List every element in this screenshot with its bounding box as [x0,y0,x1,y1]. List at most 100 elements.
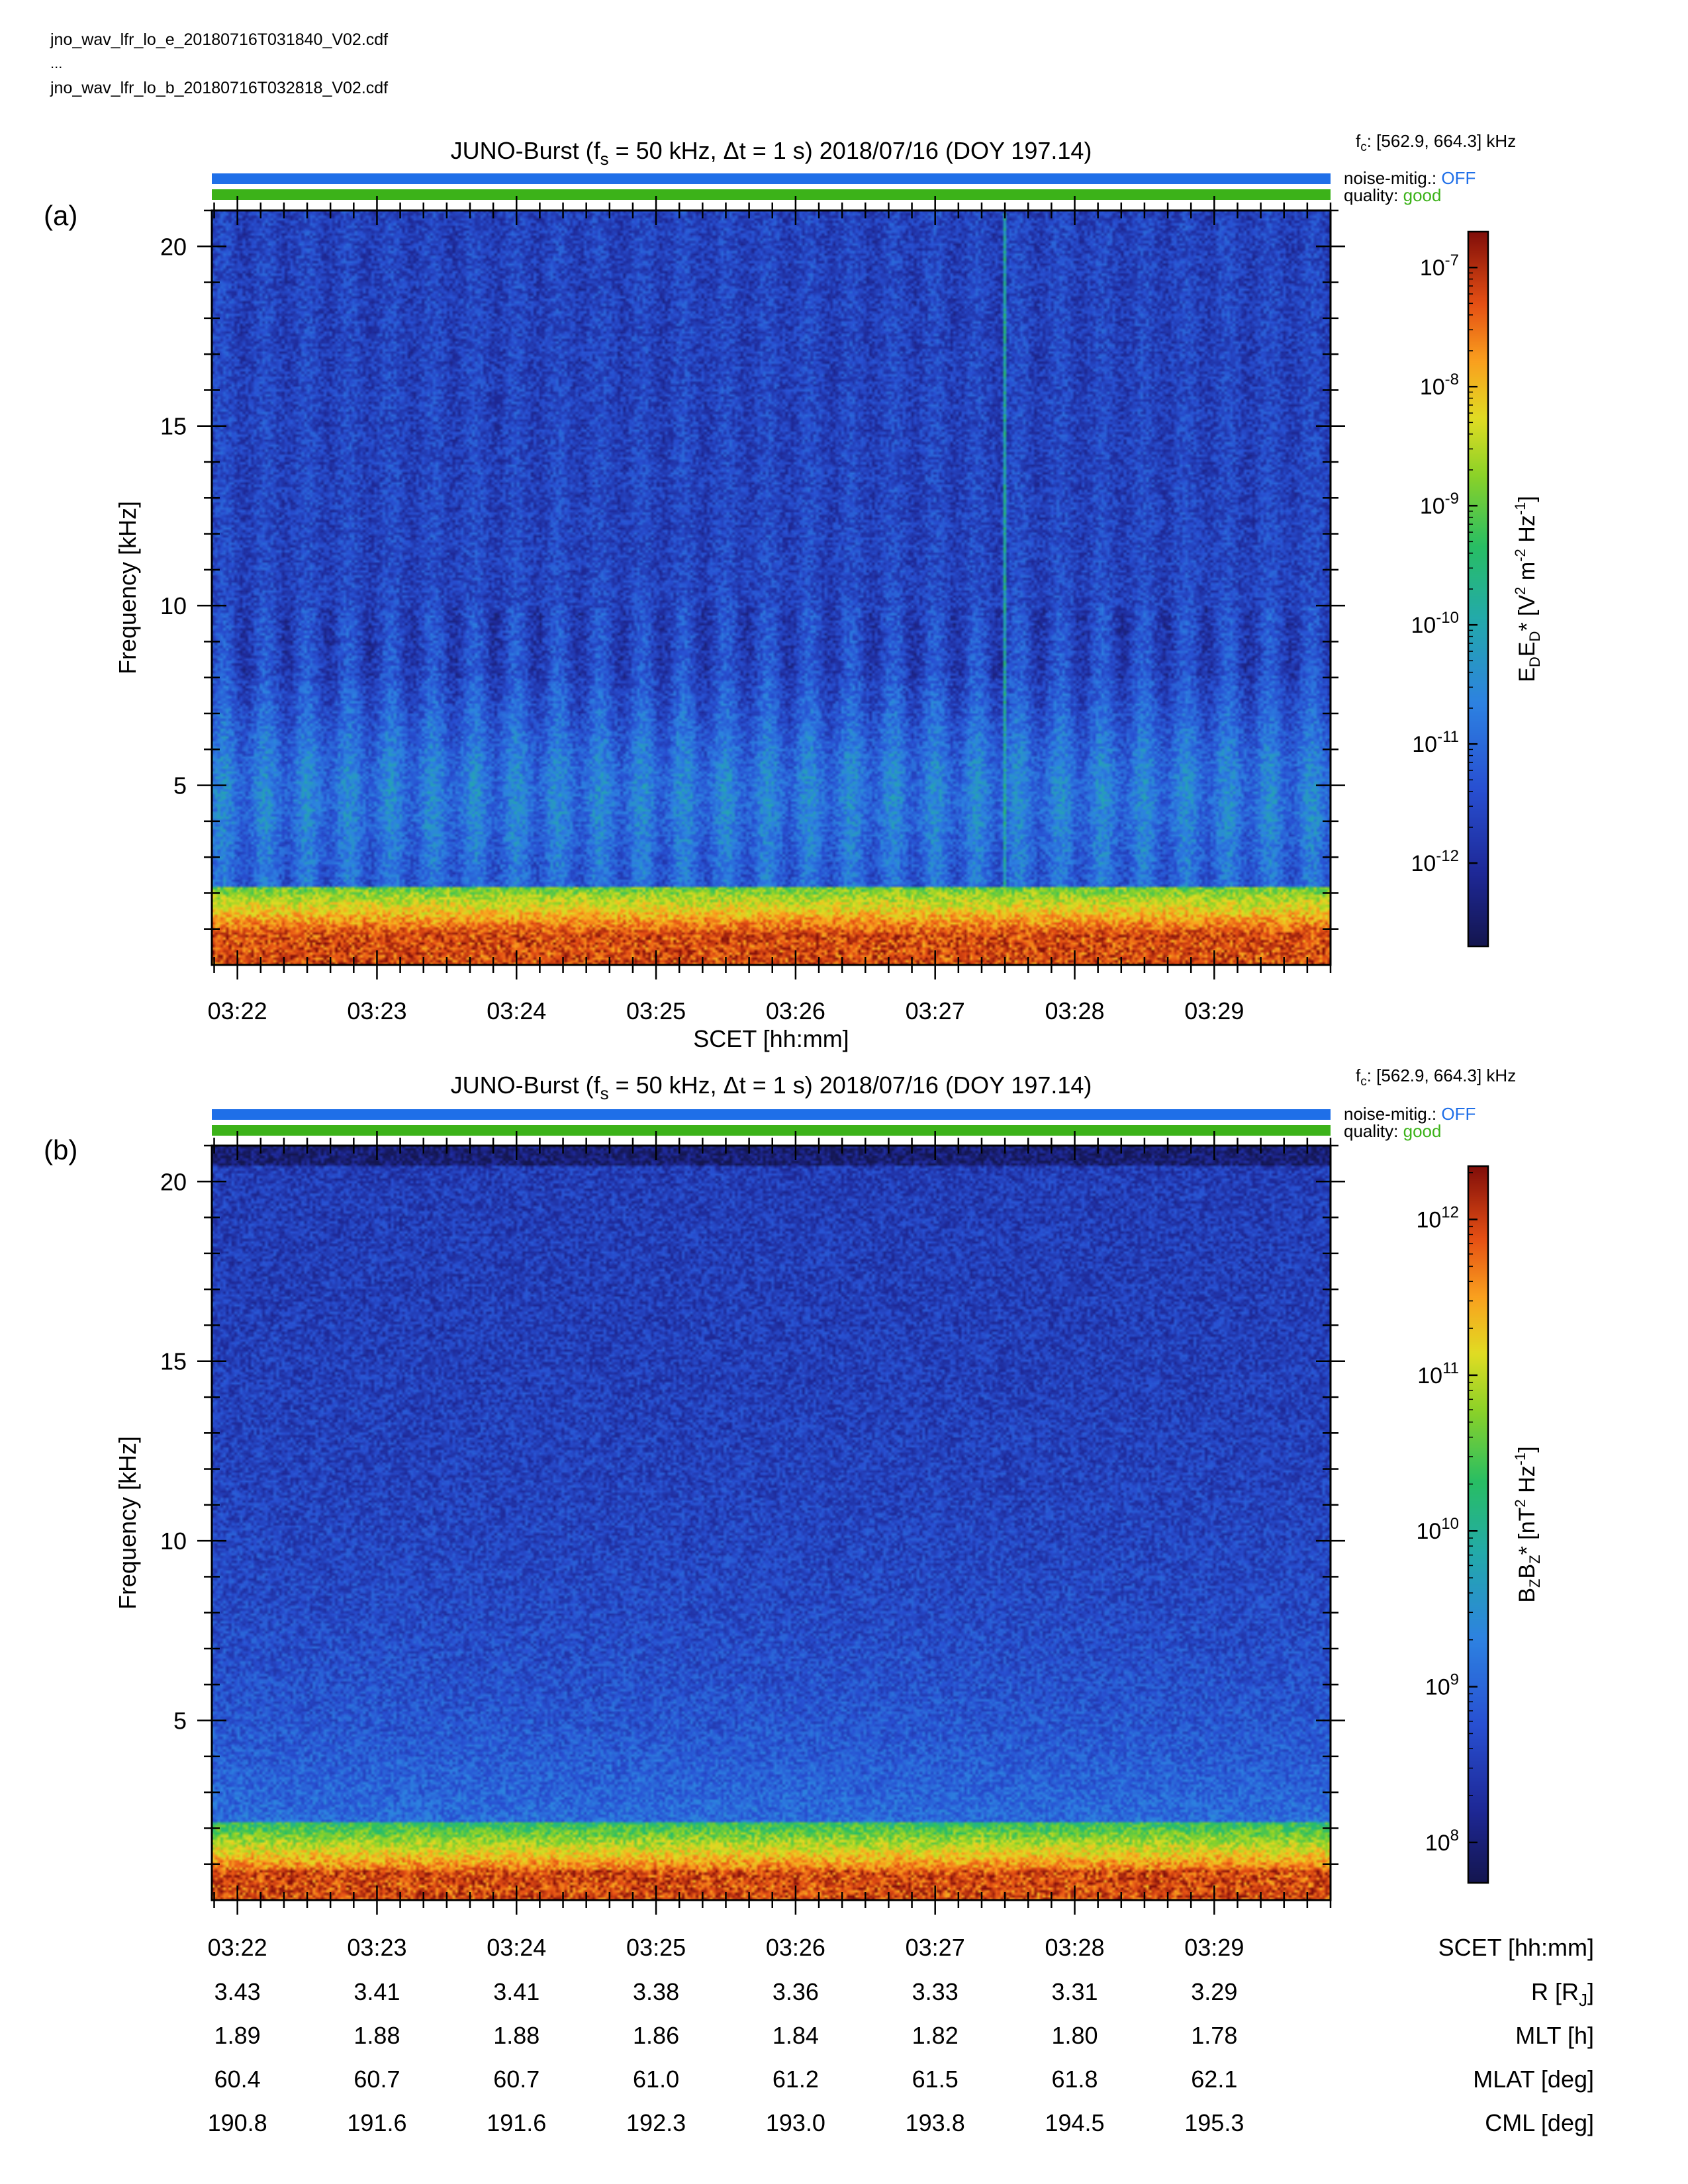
colorbar-frame [1467,1165,1489,1884]
ephemeris-value: 1.88 [353,2022,400,2049]
colorbar-tick-label: 1012 [1416,1204,1459,1233]
y-tick-label: 5 [173,772,187,799]
panel-label: (a) [44,200,77,231]
ephemeris-value: 61.2 [773,2066,819,2093]
ephemeris-value: 3.41 [493,1978,539,2005]
file-name-e: jno_wav_lfr_lo_e_20180716T031840_V02.cdf [50,30,389,49]
ephemeris-value: 1.89 [214,2022,261,2049]
ephemeris-value: 1.80 [1051,2022,1098,2049]
ephemeris-label: R [RJ] [1531,1978,1594,2010]
ephemeris-value: 192.3 [626,2109,686,2136]
fc-label: fc: [562.9, 664.3] kHz [1356,1066,1516,1089]
ephemeris-value: 191.6 [347,2109,406,2136]
x-tick-label: 03:23 [347,997,406,1024]
noise-mitig-bar [212,1109,1331,1120]
y-tick-label: 15 [160,1348,187,1375]
quality-bar [212,1125,1331,1136]
ephemeris-value: 60.4 [214,2066,261,2093]
ephemeris-label: CML [deg] [1485,2109,1594,2136]
ephemeris-value: 1.82 [912,2022,959,2049]
ephemeris-value: 1.88 [493,2022,539,2049]
y-tick-label: 20 [160,233,187,260]
colorbar-label: BZBZ* [nT2 Hz-1] [1512,1446,1543,1602]
colorbar-tick-label: 109 [1425,1671,1459,1700]
quality-bar [212,189,1331,200]
ephemeris-value: 3.29 [1191,1978,1237,2005]
ephemeris-value: 03:26 [766,1934,825,1961]
ephemeris-value: 193.8 [906,2109,965,2136]
ephemeris-value: 1.86 [633,2022,679,2049]
colorbar-tick-label: 1010 [1416,1515,1459,1544]
ephemeris-value: 61.0 [633,2066,679,2093]
quality-label: quality: good [1344,1121,1441,1141]
colorbar-tick-label: 10-11 [1412,728,1459,757]
ephemeris-table: 03:22 03:23 03:24 03:25 03:26 03:27 03:28 03:29… [208,1934,1594,2136]
fc-label: fc: [562.9, 664.3] kHz [1356,131,1516,154]
ephemeris-value: 03:29 [1184,1934,1244,1961]
ephemeris-value: 191.6 [487,2109,546,2136]
y-tick-label: 20 [160,1168,187,1195]
y-axis-label: Frequency [kHz] [114,1436,141,1610]
noise-mitig-label: noise-mitig.: OFF [1344,1104,1476,1124]
ephemeris-value: 3.36 [773,1978,819,2005]
x-tick-label: 03:24 [487,997,546,1024]
colorbar-tick-label: 108 [1425,1827,1459,1856]
ephemeris-value: 03:27 [906,1934,965,1961]
ephemeris-value: 194.5 [1045,2109,1104,2136]
ephemeris-value: 1.78 [1191,2022,1237,2049]
y-tick-label: 10 [160,1527,187,1555]
y-tick-label: 10 [160,592,187,619]
x-tick-label: 03:29 [1184,997,1244,1024]
plot-frame [211,1144,1332,1901]
colorbar-tick-label: 1011 [1417,1359,1459,1388]
ephemeris-value: 61.8 [1051,2066,1098,2093]
y-axis-label: Frequency [kHz] [114,501,141,674]
spectrogram [212,210,1331,965]
ephemeris-label: MLAT [deg] [1473,2066,1594,2093]
quality-label: quality: good [1344,185,1441,205]
ephemeris-value: 1.84 [773,2022,819,2049]
ephemeris-value: 3.38 [633,1978,679,2005]
colorbar-tick-label: 10-7 [1420,251,1459,281]
ephemeris-label: MLT [h] [1515,2022,1594,2049]
colorbar-label: EDED* [V2 m-2 Hz-1] [1512,496,1543,682]
ephemeris-value: 61.5 [912,2066,959,2093]
ephemeris-value: 3.43 [214,1978,261,2005]
panel-b: (b) JUNO-Burst (fs = 50 kHz, Δt = 1 s) 20… [44,1066,1543,1915]
x-tick-label: 03:22 [208,997,267,1024]
plot-frame [211,209,1332,966]
x-tick-label: 03:27 [906,997,965,1024]
noise-mitig-bar [212,173,1331,184]
spectrogram [212,1146,1331,1900]
ephemeris-value: 62.1 [1191,2066,1237,2093]
colorbar [1468,1166,1488,1883]
chart-title: JUNO-Burst (fs = 50 kHz, Δt = 1 s) 2018/… [451,137,1092,169]
colorbar-tick-label: 10-8 [1420,371,1459,400]
ephemeris-value: 60.7 [353,2066,400,2093]
colorbar-tick-label: 10-12 [1411,847,1459,876]
file-ellipsis: ... [50,55,63,71]
x-axis-label: SCET [hh:mm] [693,1025,849,1052]
ephemeris-value: 60.7 [493,2066,539,2093]
ephemeris-value: 03:25 [626,1934,686,1961]
x-tick-label: 03:26 [766,997,825,1024]
ephemeris-value: 3.33 [912,1978,959,2005]
ephemeris-value: 193.0 [766,2109,825,2136]
ephemeris-value: 195.3 [1184,2109,1244,2136]
y-tick-label: 5 [173,1707,187,1735]
ephemeris-value: 3.31 [1051,1978,1098,2005]
panel-a: (a) JUNO-Burst (fs = 50 kHz, Δt = 1 s) 20… [44,131,1543,1052]
ephemeris-value: 190.8 [208,2109,267,2136]
colorbar-tick-label: 10-9 [1420,490,1459,519]
x-tick-label: 03:28 [1045,997,1104,1024]
ephemeris-value: 03:22 [208,1934,267,1961]
file-name-b: jno_wav_lfr_lo_b_20180716T032818_V02.cdf [50,79,389,97]
panel-label: (b) [44,1134,77,1165]
colorbar-tick-label: 10-10 [1411,609,1459,638]
chart-title: JUNO-Burst (fs = 50 kHz, Δt = 1 s) 2018/… [451,1071,1092,1103]
x-tick-label: 03:25 [626,997,686,1024]
ephemeris-value: 03:24 [487,1934,546,1961]
ephemeris-value: 03:28 [1045,1934,1104,1961]
ephemeris-label: SCET [hh:mm] [1438,1934,1594,1961]
